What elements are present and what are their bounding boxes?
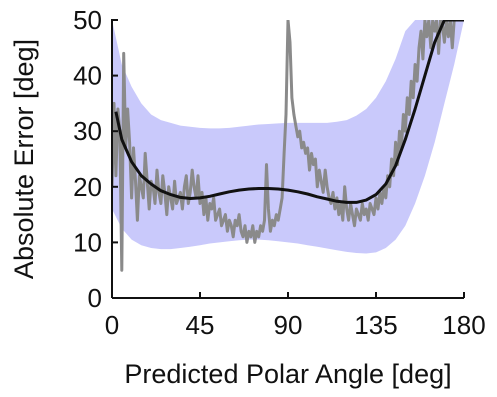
y-axis-label: Absolute Error [deg]: [9, 39, 39, 279]
fitted-curve: [114, 20, 464, 204]
y-tick-label: 10: [73, 227, 102, 257]
x-axis-label: Predicted Polar Angle [deg]: [124, 359, 451, 389]
x-tick-label: 45: [186, 310, 215, 340]
y-tick-label: 20: [73, 172, 102, 202]
y-tick-label: 40: [73, 61, 102, 91]
x-tick-label: 135: [354, 310, 397, 340]
y-tick-label: 50: [73, 5, 102, 35]
empirical-error-line: [112, 20, 457, 272]
y-tick-label: 30: [73, 116, 102, 146]
x-tick-label: 90: [274, 310, 303, 340]
ticks: 0 10 20 30 40 50 0 45 90 135 180: [73, 5, 486, 340]
y-tick-label: 0: [88, 283, 102, 313]
x-tick-label: 180: [442, 310, 485, 340]
plot-area: [112, 20, 464, 272]
x-tick-label: 0: [105, 310, 119, 340]
